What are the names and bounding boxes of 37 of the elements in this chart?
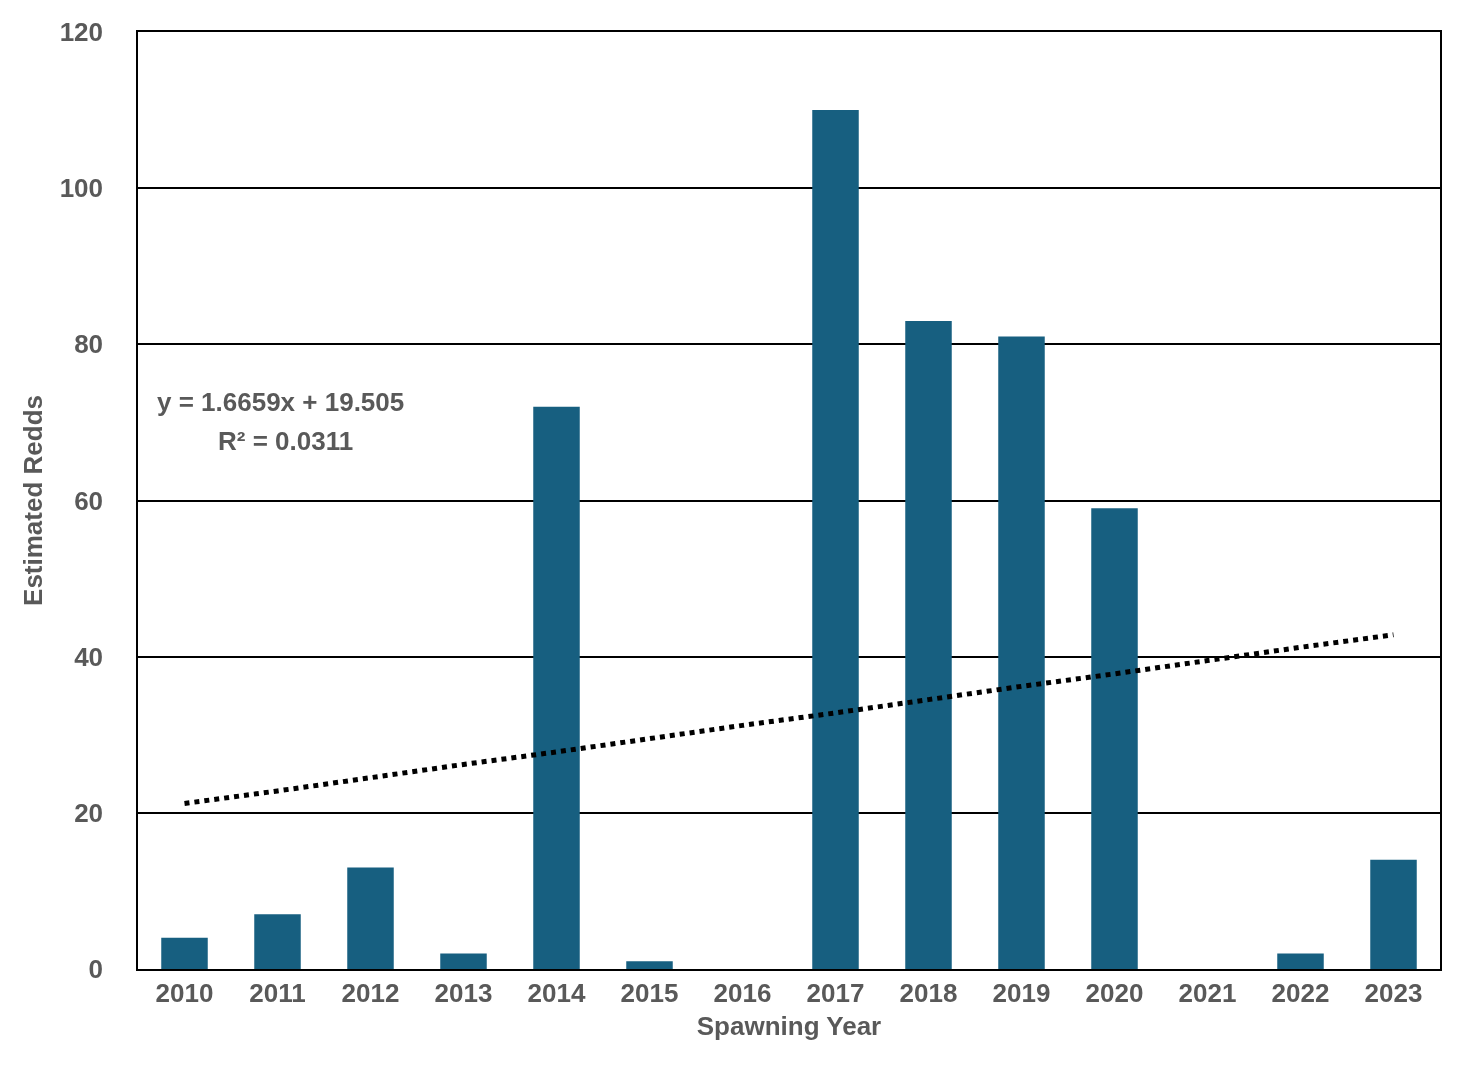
annotation: y = 1.6659x + 19.505 bbox=[157, 387, 405, 417]
x-tick-label: 2010 bbox=[155, 977, 214, 1008]
bar bbox=[254, 914, 301, 969]
y-tick-label: 40 bbox=[74, 641, 104, 672]
y-tick-label: 120 bbox=[59, 17, 104, 48]
bar bbox=[812, 110, 859, 969]
x-tick-label: 2020 bbox=[1085, 977, 1144, 1008]
bar bbox=[1277, 953, 1324, 969]
x-tick-label: 2017 bbox=[806, 977, 865, 1008]
x-tick-label: 2011 bbox=[249, 977, 306, 1008]
bar bbox=[998, 336, 1045, 969]
x-tick-label: 2023 bbox=[1364, 977, 1423, 1008]
bar bbox=[347, 867, 394, 969]
annotation: R² = 0.0311 bbox=[218, 426, 354, 456]
bar bbox=[1370, 859, 1417, 969]
y-tick-label: 20 bbox=[74, 797, 104, 828]
y-tick-label: 100 bbox=[59, 173, 104, 204]
x-tick-label: 2013 bbox=[434, 977, 493, 1008]
bar bbox=[1091, 508, 1138, 969]
y-tick-label: 60 bbox=[74, 485, 104, 516]
y-axis-title: Estimated Redds bbox=[17, 395, 48, 606]
x-tick-label: 2019 bbox=[992, 977, 1051, 1008]
bar bbox=[626, 961, 673, 969]
bar bbox=[440, 953, 487, 969]
y-tick-label: 0 bbox=[88, 954, 104, 985]
x-tick-label: 2016 bbox=[713, 977, 772, 1008]
bar bbox=[905, 320, 952, 969]
bar bbox=[533, 406, 580, 969]
x-tick-label: 2012 bbox=[341, 977, 400, 1008]
x-tick-label: 2015 bbox=[620, 977, 679, 1008]
bar bbox=[161, 937, 208, 969]
x-tick-label: 2014 bbox=[527, 977, 586, 1008]
y-tick-label: 80 bbox=[74, 329, 104, 360]
x-axis-title: Spawning Year bbox=[696, 1011, 882, 1042]
x-tick-label: 2018 bbox=[899, 977, 958, 1008]
x-tick-label: 2021 bbox=[1178, 977, 1237, 1008]
x-tick-label: 2022 bbox=[1271, 977, 1330, 1008]
